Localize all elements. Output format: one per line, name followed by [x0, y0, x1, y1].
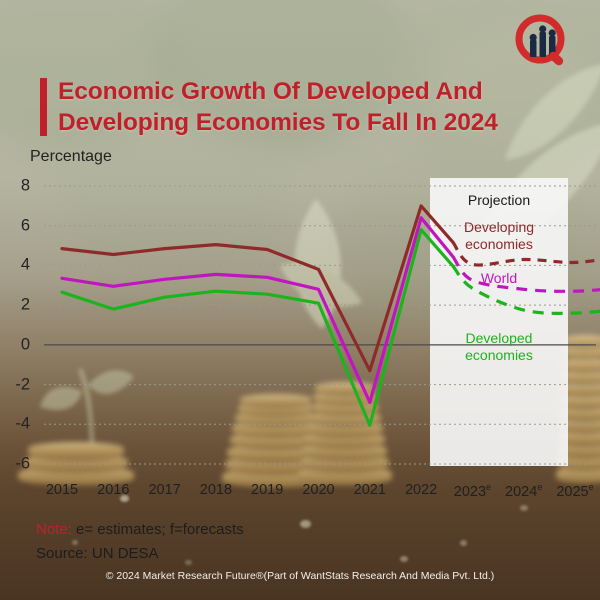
- x-axis-tick-label: 2022: [404, 482, 438, 498]
- note-body: e= estimates; f=forecasts: [71, 521, 244, 538]
- x-axis-tick-label: 2023e: [453, 482, 492, 500]
- x-axis-tick-label: 2019: [251, 482, 284, 498]
- x-axis-tick-label: 2017: [148, 482, 181, 498]
- series-line-projection: [451, 255, 600, 293]
- series-line-projection: [451, 241, 600, 267]
- y-axis-tick-label: -6: [15, 454, 30, 473]
- legend-world-label: World: [480, 270, 518, 286]
- series-line-projection: [451, 264, 600, 315]
- x-axis-tick-label: 2025e: [556, 482, 594, 500]
- x-axis-tick-label: 2018: [199, 482, 233, 498]
- y-axis-tick-label: 0: [20, 335, 30, 354]
- copyright-text: © 2024 Market Research Future®(Part of W…: [105, 570, 495, 582]
- projection-title: Projection: [467, 192, 531, 208]
- y-axis-tick-label: 6: [20, 216, 30, 235]
- estimate-superscript: e: [486, 482, 492, 492]
- x-axis-tick-label: 2016: [97, 482, 130, 498]
- x-axis-tick-label: 2020: [302, 482, 335, 498]
- y-axis-tick-label: 4: [20, 255, 30, 274]
- series-line-solid: [60, 228, 455, 427]
- estimate-superscript: e: [588, 482, 594, 492]
- source-text: Source: UN DESA: [36, 545, 159, 562]
- x-axis-tick-label: 2015: [45, 482, 79, 498]
- estimate-superscript: e: [537, 482, 543, 492]
- y-axis-tick-label: -4: [15, 414, 30, 433]
- note-keyword: Note:: [36, 521, 72, 538]
- note-text: Note: e= estimates; f=forecasts: [36, 521, 244, 538]
- legend-developed-label: Developed economies: [465, 330, 533, 363]
- series-line-solid: [60, 216, 455, 404]
- y-axis-tick-label: 8: [20, 176, 30, 195]
- legend-world: World: [430, 270, 568, 287]
- x-axis-tick-label: 2024e: [505, 482, 543, 500]
- legend-developed-economies: Developed economies: [430, 330, 568, 364]
- y-axis-label: Percentage: [30, 148, 112, 165]
- market-research-future-logo: [515, 14, 565, 66]
- page-title: Economic Growth Of Developed And Develop…: [58, 78, 498, 136]
- y-axis-tick-label: 2: [20, 295, 30, 314]
- series-layer: [60, 204, 600, 427]
- line-chart: [44, 185, 600, 465]
- title-accent-bar: [40, 78, 47, 136]
- y-axis-tick-label: -2: [15, 375, 30, 394]
- legend-developing-label: Developing economies: [463, 219, 535, 252]
- x-axis-tick-label: 2021: [353, 482, 386, 498]
- legend-developing-economies: Developing economies: [430, 219, 568, 253]
- series-line-solid: [60, 204, 455, 373]
